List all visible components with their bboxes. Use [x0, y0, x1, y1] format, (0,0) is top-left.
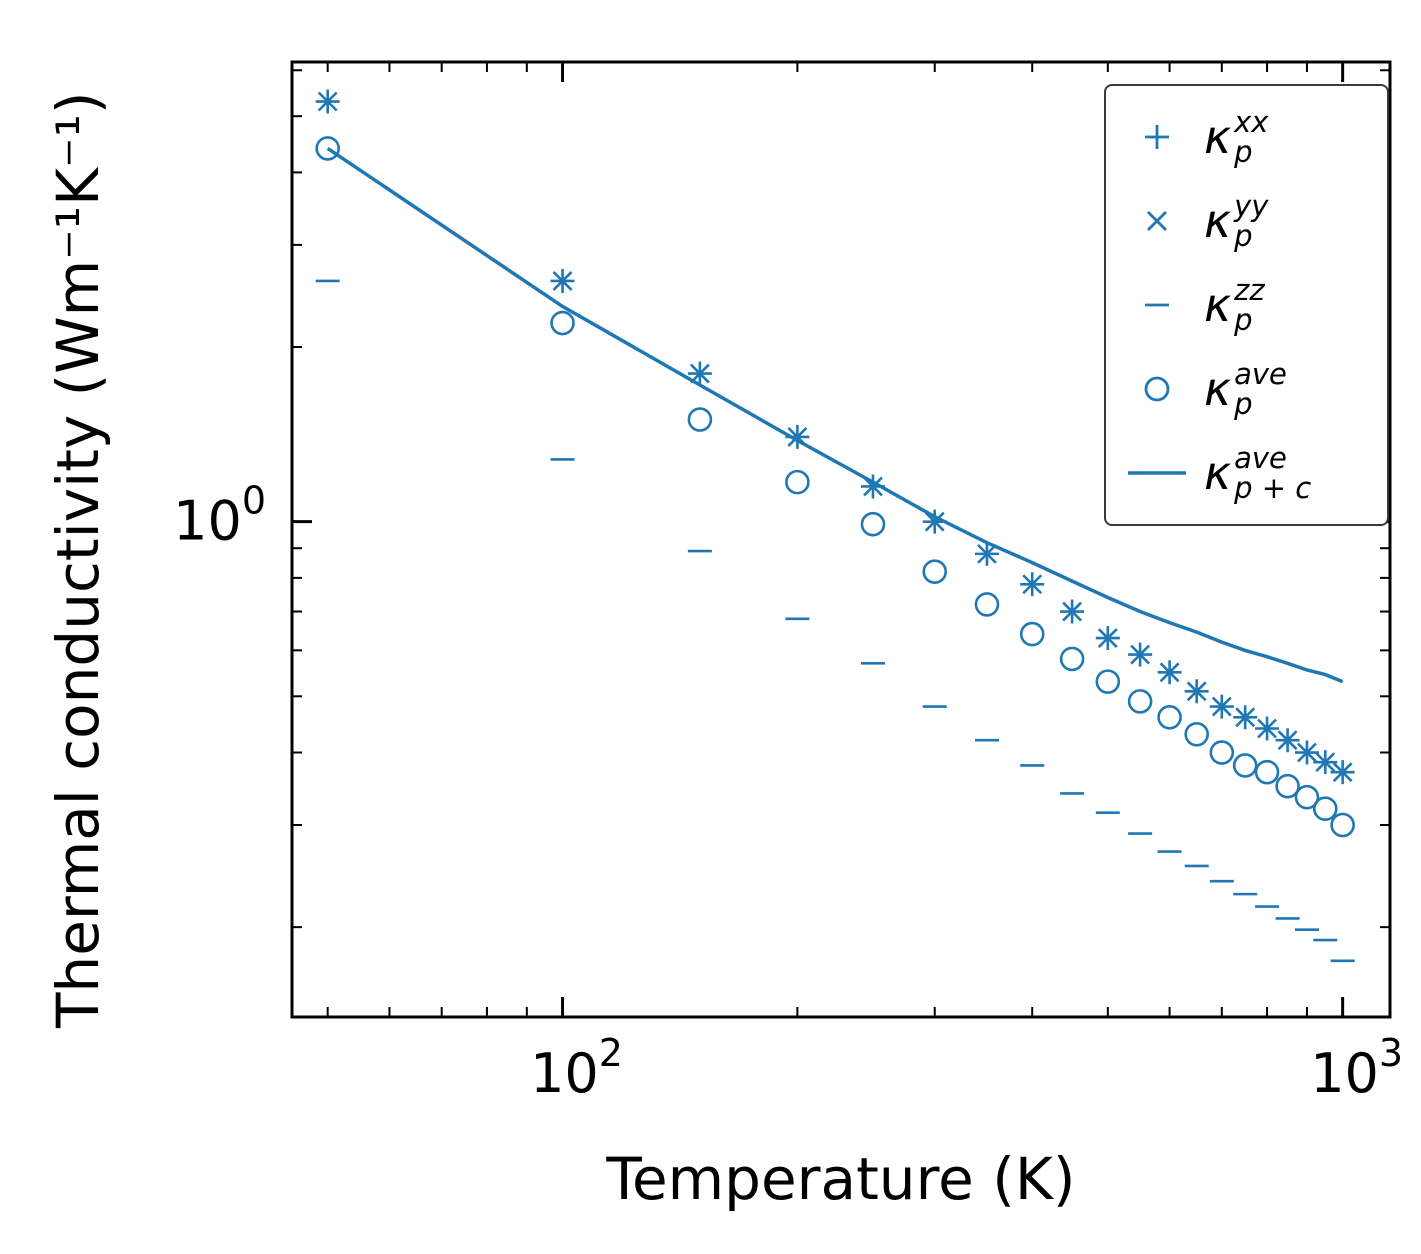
subscript: p — [1234, 135, 1253, 169]
y-tick-label: 100 — [173, 479, 266, 553]
series-kappa_p_plus_c_ave — [326, 146, 1344, 684]
legend: κ xx p κ yy p κ zz p κ ave p — [1104, 84, 1389, 526]
kappa-scripts: ave p — [1234, 360, 1287, 419]
kappa-symbol: κ — [1204, 110, 1232, 164]
legend-label: κ xx p — [1204, 107, 1268, 167]
axis-ticks — [292, 62, 1390, 1017]
legend-label: κ ave p + c — [1204, 443, 1311, 503]
legend-item-kappa-p-plus-c-ave: κ ave p + c — [1124, 442, 1369, 504]
kappa-symbol: κ — [1204, 194, 1232, 248]
kappa-symbol: κ — [1204, 446, 1232, 500]
superscript: xx — [1234, 105, 1269, 140]
legend-item-kappa-p-ave: κ ave p — [1124, 358, 1369, 420]
kappa-scripts: ave p + c — [1234, 444, 1311, 503]
superscript: ave — [1234, 357, 1287, 392]
kappa-symbol: κ — [1204, 278, 1232, 332]
plot-area-border — [290, 60, 1392, 1019]
hline-marker-icon — [1124, 283, 1190, 327]
legend-label: κ yy p — [1204, 191, 1268, 251]
x-axis-title: Temperature (K) — [606, 1145, 1076, 1213]
y-axis-title: Thermal conductivity (Wm⁻¹K⁻¹) — [44, 91, 112, 1028]
legend-item-kappa-p-zz: κ zz p — [1124, 274, 1369, 336]
plus-marker-icon — [1124, 115, 1190, 159]
legend-label: κ zz p — [1204, 275, 1265, 335]
kappa-symbol: κ — [1204, 362, 1232, 416]
legend-label: κ ave p — [1204, 359, 1287, 419]
superscript: ave — [1234, 441, 1287, 476]
legend-item-kappa-p-xx: κ xx p — [1124, 106, 1369, 168]
subscript: p — [1234, 303, 1253, 337]
x-marker-icon — [1124, 199, 1190, 243]
x-tick-label: 102 — [530, 1031, 623, 1105]
kappa-scripts: zz p — [1234, 276, 1264, 335]
circle-marker-icon — [1124, 367, 1190, 411]
kappa-scripts: yy p — [1234, 192, 1268, 251]
legend-item-kappa-p-yy: κ yy p — [1124, 190, 1369, 252]
series-kappa_p_zz — [315, 279, 1355, 963]
series-kappa_p_ave — [315, 136, 1355, 838]
subscript: p — [1234, 219, 1253, 253]
line-marker-icon — [1124, 451, 1190, 495]
kappa-scripts: xx p — [1234, 108, 1268, 167]
subscript: p — [1234, 387, 1253, 421]
superscript: zz — [1234, 273, 1265, 308]
superscript: yy — [1234, 189, 1269, 224]
x-tick-label: 103 — [1310, 1031, 1403, 1105]
subscript: p + c — [1234, 471, 1312, 505]
